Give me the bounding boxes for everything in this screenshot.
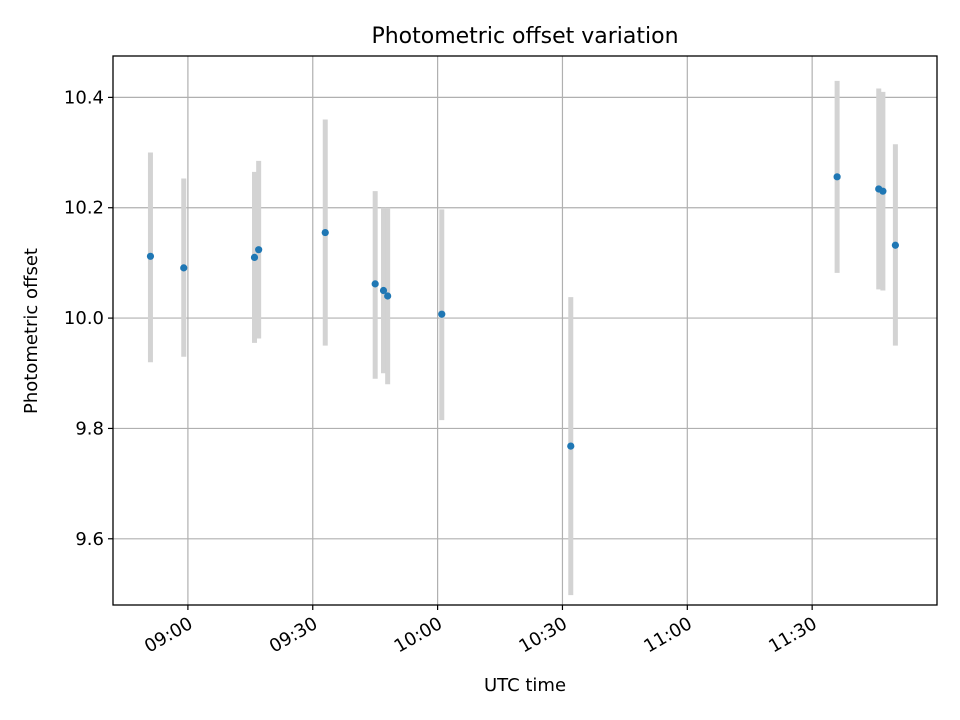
x-tick-label: 10:00 [391,613,446,657]
data-point [438,310,446,318]
plot-frame [112,55,938,606]
x-tick-label: 09:30 [266,613,321,657]
error-bars [147,80,898,596]
x-tick-label: 11:30 [765,613,820,657]
data-point [833,173,841,181]
data-point [146,252,155,260]
data-point [180,264,188,272]
data-point [384,292,392,300]
data-point [321,228,329,237]
x-tick-label: 11:00 [640,613,695,657]
chart-title: Photometric offset variation [371,24,678,49]
data-point [255,246,263,254]
data-point [879,187,887,195]
data-points [146,173,899,450]
y-axis-label: Photometric offset [21,248,42,414]
grid [113,56,937,605]
x-tick-label: 10:30 [516,613,571,657]
y-tick-label: 10.2 [64,198,104,219]
data-point [891,241,899,249]
data-point [567,442,575,450]
y-tick-label: 9.8 [75,418,104,439]
data-point [379,286,388,295]
data-point [250,253,259,261]
x-tick-label: 09:00 [141,613,196,657]
y-tick-label: 10.0 [64,308,104,329]
y-tick-label: 9.6 [75,529,104,550]
x-axis-label: UTC time [484,675,566,696]
data-point [371,280,379,288]
y-tick-label: 10.4 [64,87,104,108]
